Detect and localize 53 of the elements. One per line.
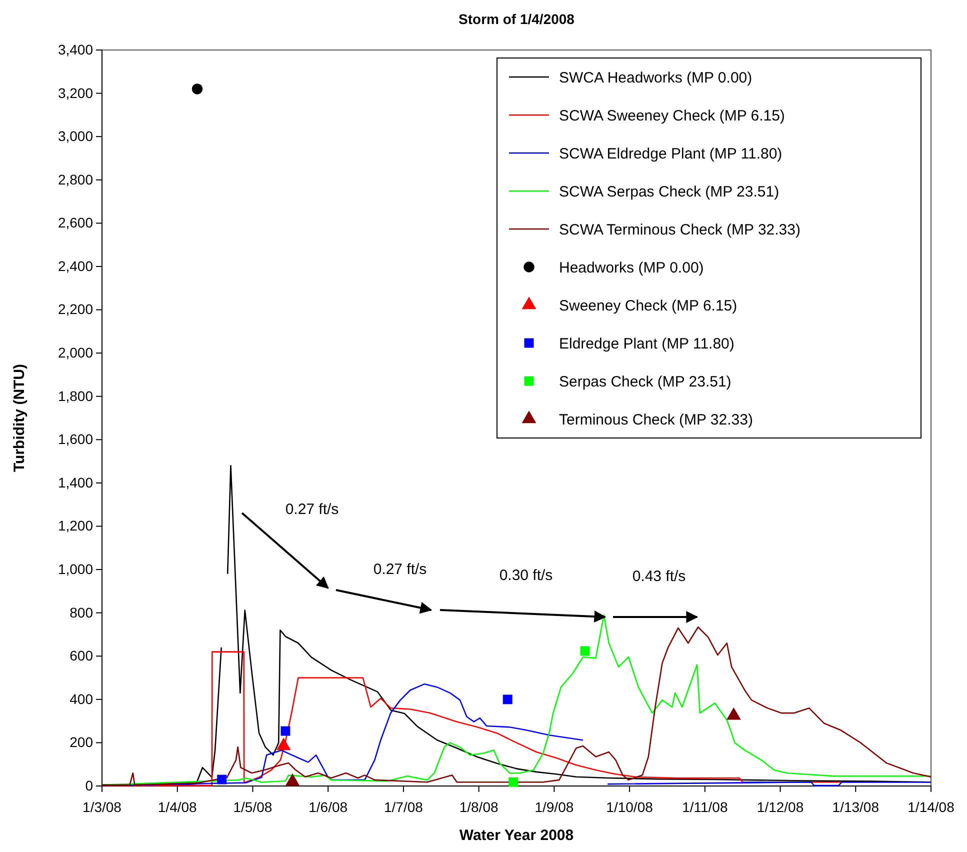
x-tick-label: 1/3/08	[82, 798, 122, 815]
legend-label: Eldredge Plant (MP 11.80)	[559, 335, 734, 352]
x-tick-label: 1/5/08	[233, 798, 272, 815]
x-tick-label: 1/4/08	[158, 798, 198, 815]
y-tick-label: 3,200	[58, 84, 94, 101]
y-tick-label: 2,400	[58, 258, 94, 274]
x-tick-label: 1/12/08	[756, 798, 804, 815]
annotation: 0.27 ft/s	[373, 561, 427, 578]
legend-label: SWCA Headworks (MP 0.00)	[559, 69, 752, 86]
legend-label: Serpas Check (MP 23.51)	[559, 373, 732, 390]
annotation: 0.27 ft/s	[285, 501, 339, 518]
x-tick-label: 1/11/08	[682, 798, 728, 815]
y-tick-label: 2,600	[58, 214, 94, 231]
y-tick-label: 2,800	[58, 171, 94, 188]
x-tick-label: 1/14/08	[908, 798, 955, 815]
x-axis-title: Water Year 2008	[459, 827, 574, 844]
annotation: 0.30 ft/s	[499, 567, 553, 584]
y-axis-title: Turbidity (NTU)	[11, 364, 28, 472]
point	[280, 726, 290, 736]
y-tick-label: 1,200	[58, 518, 94, 534]
y-tick-label: 1,800	[58, 388, 94, 404]
y-tick-label: 2,000	[58, 344, 94, 361]
y-tick-label: 3,000	[58, 128, 94, 144]
legend-label: SCWA Serpas Check (MP 23.51)	[559, 183, 780, 200]
x-tick-label: 1/7/08	[384, 798, 424, 815]
chart-title: Storm of 1/4/2008	[458, 11, 575, 27]
y-tick-label: 400	[70, 690, 94, 707]
y-tick-label: 1,400	[58, 474, 94, 490]
y-tick-label: 600	[70, 648, 94, 664]
legend-label: SCWA Sweeney Check (MP 6.15)	[559, 107, 785, 124]
y-tick-label: 200	[70, 734, 94, 750]
x-tick-label: 1/9/08	[534, 798, 574, 815]
legend-label: SCWA Eldredge Plant (MP 11.80)	[559, 145, 782, 162]
y-tick-label: 3,400	[58, 41, 94, 58]
legend-label: Sweeney Check (MP 6.15)	[559, 297, 738, 314]
point	[502, 694, 512, 704]
y-tick-label: 800	[70, 604, 94, 620]
point	[580, 646, 590, 656]
legend-label: Terminous Check (MP 32.33)	[559, 411, 753, 428]
x-tick-label: 1/8/08	[459, 798, 498, 815]
y-tick-label: 1,600	[58, 431, 94, 448]
y-tick-label: 2,200	[58, 301, 94, 318]
x-tick-label: 1/13/08	[832, 798, 880, 815]
annotation: 0.43 ft/s	[632, 568, 686, 585]
y-tick-label: 0	[85, 777, 94, 794]
legend-label: Headworks (MP 0.00)	[559, 259, 704, 276]
y-tick-label: 1,000	[58, 561, 94, 578]
point	[192, 84, 203, 94]
legend-label: SCWA Terminous Check (MP 32.33)	[559, 221, 800, 238]
x-tick-label: 1/6/08	[308, 798, 348, 815]
point	[508, 777, 518, 787]
point	[217, 774, 227, 784]
x-tick-label: 1/10/08	[606, 798, 654, 815]
